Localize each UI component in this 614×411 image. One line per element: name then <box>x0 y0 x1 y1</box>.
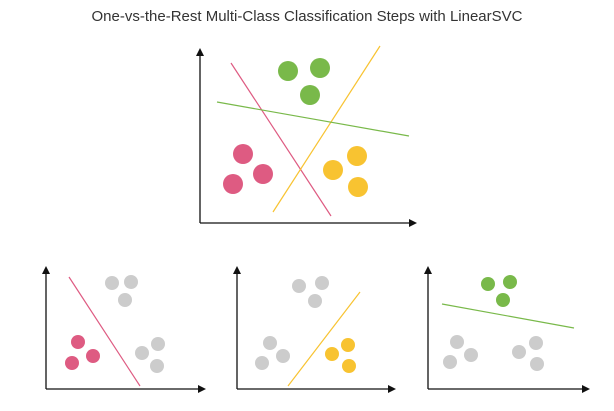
red-class-point <box>223 174 243 194</box>
yellow-class-point <box>529 336 543 350</box>
green-class-point <box>292 279 306 293</box>
red-class-point <box>276 349 290 363</box>
red-class-point <box>65 356 79 370</box>
green-class-point <box>300 85 320 105</box>
red-class-point <box>450 335 464 349</box>
yellow-class-point <box>512 345 526 359</box>
green-class-point <box>481 277 495 291</box>
panel-main <box>196 45 417 227</box>
green-class-point <box>310 58 330 78</box>
yellow-class-point <box>347 146 367 166</box>
panel-red-vs-rest <box>42 266 206 393</box>
red-class-point <box>464 348 478 362</box>
yellow-class-point <box>325 347 339 361</box>
yellow-class-point <box>530 357 544 371</box>
green-class-point <box>503 275 517 289</box>
green-class-point <box>124 275 138 289</box>
red-decision-boundary <box>68 276 141 387</box>
green-class-point <box>496 293 510 307</box>
diagram-title: One-vs-the-Rest Multi-Class Classificati… <box>91 8 523 25</box>
green-class-point <box>315 276 329 290</box>
red-class-point <box>71 335 85 349</box>
green-decision-boundary <box>216 101 410 137</box>
red-class-point <box>253 164 273 184</box>
yellow-class-point <box>341 338 355 352</box>
red-class-point <box>443 355 457 369</box>
yellow-class-point <box>348 177 368 197</box>
yellow-class-point <box>342 359 356 373</box>
yellow-decision-boundary <box>287 291 361 387</box>
yellow-class-point <box>151 337 165 351</box>
green-class-point <box>105 276 119 290</box>
red-class-point <box>255 356 269 370</box>
red-class-point <box>263 336 277 350</box>
green-decision-boundary <box>441 303 575 329</box>
yellow-class-point <box>150 359 164 373</box>
red-decision-boundary <box>230 62 332 217</box>
green-class-point <box>118 293 132 307</box>
panel-green-vs-rest <box>424 266 590 393</box>
green-class-point <box>308 294 322 308</box>
yellow-class-point <box>135 346 149 360</box>
yellow-class-point <box>323 160 343 180</box>
green-class-point <box>278 61 298 81</box>
red-class-point <box>233 144 253 164</box>
red-class-point <box>86 349 100 363</box>
yellow-decision-boundary <box>272 45 381 213</box>
panel-yellow-vs-rest <box>233 266 396 393</box>
